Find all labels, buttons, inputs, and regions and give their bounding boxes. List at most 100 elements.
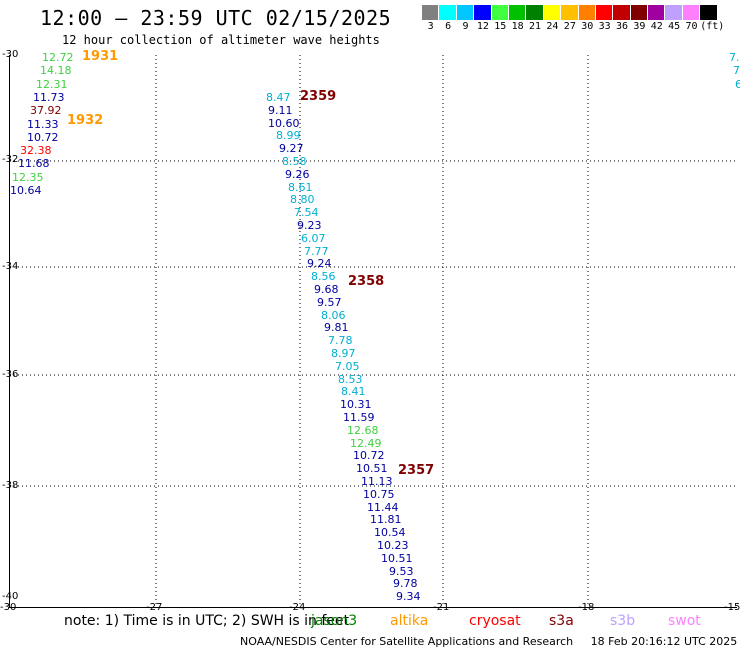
wave-height-value: 11.33	[27, 117, 59, 131]
legend-label: 12	[476, 21, 489, 32]
wave-height-value: 6.07	[301, 231, 326, 245]
wave-height-value: 11.73	[33, 90, 65, 104]
wave-height-value: 12.68	[347, 423, 379, 437]
longitude-tick-label: -30	[0, 602, 17, 613]
note-text: note: 1) Time is in UTC; 2) SWH is in fe…	[64, 613, 350, 629]
latitude-tick-label: -38	[2, 480, 19, 491]
wave-height-value: 9.26	[285, 167, 310, 181]
legend-label: (ft)	[700, 21, 725, 32]
wave-height-value: 10.51	[381, 551, 413, 565]
wave-height-value: 8.97	[331, 347, 356, 360]
page-title: 12:00 — 23:59 UTC 02/15/2025	[40, 6, 392, 30]
legend-swatch	[630, 5, 649, 20]
wave-height-value: 12.72	[42, 51, 74, 64]
legend-label: 3	[427, 21, 434, 32]
footer-credit: NOAA/NESDIS Center for Satellite Applica…	[240, 635, 574, 648]
wave-height-value: 11.44	[367, 500, 399, 514]
wave-height-value: 10.31	[340, 398, 372, 412]
wave-height-value: 8.53	[338, 372, 363, 386]
wave-height-value: 12.49	[350, 436, 382, 450]
wave-height-value: 9.81	[324, 321, 349, 335]
wave-height-value: 10.51	[356, 462, 388, 476]
footer-timestamp: 18 Feb 20:16:12 UTC 2025	[590, 635, 738, 648]
wave-height-value: 10.64	[10, 184, 42, 197]
wave-height-value: 32.38	[20, 144, 52, 158]
legend-swatch	[595, 5, 614, 20]
wave-height-value: 7.	[729, 51, 740, 64]
legend-label: 9	[462, 21, 469, 32]
wave-height-value: 10.72	[353, 449, 385, 463]
wave-height-value: 11.13	[361, 475, 393, 488]
wave-height-value: 11.81	[370, 513, 402, 527]
legend-swatch	[700, 5, 718, 20]
wave-height-value: 7	[733, 64, 740, 78]
wave-height-value: 9.23	[297, 219, 322, 232]
wave-height-value: 8.99	[276, 129, 301, 143]
longitude-tick-label: -21	[433, 602, 450, 613]
wave-height-value: 9.53	[389, 564, 414, 578]
legend-label: 33	[598, 21, 611, 32]
pass-time-label: 2359	[300, 89, 337, 104]
latitude-tick-label: -36	[2, 369, 19, 380]
legend-label: 15	[494, 21, 507, 32]
legend-swatch	[613, 5, 631, 20]
legend-swatch	[508, 5, 527, 20]
legend-swatch	[543, 5, 562, 20]
legend-label: 45	[668, 21, 681, 32]
wave-height-value: 12.31	[36, 77, 68, 91]
map-frame-left	[9, 55, 10, 608]
wave-height-value: 7.05	[335, 359, 360, 373]
satellite-legend-item: altika	[390, 613, 429, 629]
legend-swatch	[474, 5, 492, 20]
satellite-legend-item: s3b	[610, 613, 636, 629]
wave-height-value: 10.72	[27, 130, 59, 144]
wave-height-value: 9.68	[314, 283, 339, 296]
wave-height-value: 9.27	[279, 142, 304, 156]
legend-label: 18	[511, 21, 524, 32]
wave-height-value: 7.77	[304, 244, 329, 258]
map-frame-bottom	[9, 607, 737, 608]
wave-height-value: 10.75	[363, 487, 395, 501]
wave-height-value: 8.41	[341, 385, 366, 399]
wave-height-value: 8.47	[266, 91, 291, 104]
legend-label: 36	[615, 21, 629, 32]
legend-label: 70	[685, 21, 698, 32]
legend-label: 21	[529, 21, 542, 32]
color-legend	[422, 5, 718, 20]
legend-label: 39	[633, 21, 646, 32]
wave-height-value: 10.54	[374, 526, 406, 540]
pass-time-label: 1932	[67, 113, 104, 128]
wave-height-value: 8.06	[321, 308, 346, 322]
wave-height-value: 9.57	[317, 295, 342, 309]
satellite-legend-item: s3a	[549, 613, 574, 629]
legend-swatch	[491, 5, 509, 20]
wave-height-value: 9.34	[396, 590, 421, 604]
latitude-tick-label: -30	[2, 49, 19, 60]
wave-height-value: 37.92	[30, 104, 62, 118]
satellite-legend-item: swot	[668, 613, 701, 629]
legend-swatch	[682, 5, 701, 20]
legend-swatch	[648, 5, 666, 20]
wave-height-value: 6	[735, 77, 740, 91]
wave-height-value: 9.11	[268, 103, 293, 117]
wave-height-value: 8.61	[288, 180, 313, 194]
longitude-tick-label: -15	[724, 602, 740, 613]
wave-height-value: 7.54	[294, 206, 319, 220]
wave-height-value: 14.18	[40, 64, 72, 78]
latitude-tick-label: -32	[2, 154, 19, 165]
satellite-legend-item: cryosat	[469, 613, 521, 629]
wave-height-value: 7.78	[328, 334, 353, 348]
satellite-legend-item: jason3	[311, 613, 358, 629]
legend-swatch	[665, 5, 683, 20]
longitude-tick-label: -24	[289, 602, 306, 613]
footer: NOAA/NESDIS Center for Satellite Applica…	[240, 635, 737, 648]
longitude-tick-label: -18	[578, 602, 595, 613]
wave-height-value: 12.35	[12, 170, 44, 184]
wave-height-value: 11.59	[343, 411, 375, 424]
pass-time-label: 2358	[348, 274, 385, 289]
wave-height-value: 8.56	[311, 270, 336, 284]
legend-swatch	[526, 5, 544, 20]
legend-label: 30	[581, 21, 594, 32]
legend-label: 27	[563, 21, 576, 32]
legend-label: 24	[546, 21, 559, 32]
